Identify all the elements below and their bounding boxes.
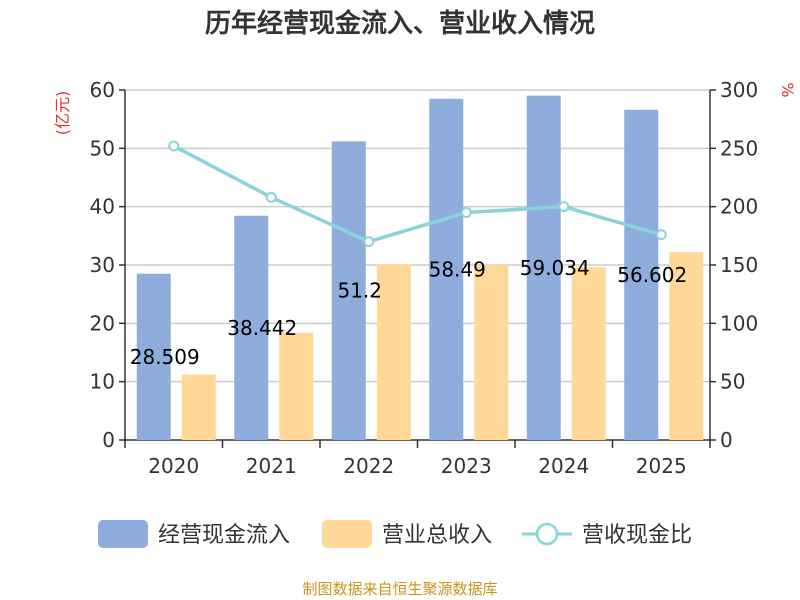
data-label: 38.442 — [227, 316, 297, 340]
legend-item-ratio[interactable]: 营收现金比 — [522, 522, 692, 548]
ratio-line-path — [172, 144, 662, 244]
x-tick-label: 2020 — [148, 454, 199, 478]
ratio-point — [265, 191, 277, 203]
x-tick-label: 2021 — [246, 454, 297, 478]
bar-cash-inflow — [624, 109, 659, 441]
ratio-point — [363, 236, 375, 248]
bar-cash-inflow — [526, 95, 561, 440]
right-tick-label: 0 — [720, 428, 733, 452]
right-tick-label: 100 — [720, 311, 758, 335]
legend-swatch — [322, 520, 372, 548]
left-tick-label: 60 — [90, 78, 115, 102]
data-label: 51.2 — [337, 279, 382, 303]
bar-revenue — [279, 332, 314, 440]
bar-revenue — [474, 265, 509, 440]
bar-revenue — [669, 252, 704, 440]
right-tick-label: 300 — [720, 78, 758, 102]
gridlines — [125, 89, 710, 383]
bar-revenue — [571, 267, 606, 440]
left-tick-label: 10 — [90, 370, 115, 394]
left-tick-label: 0 — [102, 428, 115, 452]
bar-cash-inflow — [136, 273, 171, 440]
bar-cash-inflow — [429, 98, 464, 440]
legend-marker — [535, 522, 559, 546]
ratio-point — [558, 201, 570, 213]
x-tick-label: 2024 — [538, 454, 589, 478]
legend[interactable]: 经营现金流入 营业总收入 营收现金比 — [98, 520, 692, 548]
data-label: 56.602 — [617, 263, 687, 287]
data-label: 59.034 — [520, 256, 590, 280]
left-tick-label: 20 — [90, 311, 115, 335]
x-tick-label: 2023 — [441, 454, 492, 478]
right-tick-label: 150 — [720, 253, 758, 277]
left-tick-label: 50 — [90, 136, 115, 160]
right-tick-label: 250 — [720, 136, 758, 160]
left-axis-unit: (亿元) — [53, 91, 72, 136]
right-tick-label: 50 — [720, 370, 745, 394]
left-tick-label: 40 — [90, 195, 115, 219]
bar-revenue — [181, 374, 216, 440]
axes: 0 10 20 30 40 50 60 0 50 100 150 200 250 300 2020 2021 2… — [90, 78, 759, 478]
legend-label: 营收现金比 — [582, 523, 692, 548]
ratio-point — [655, 229, 667, 241]
data-label: 58.49 — [429, 257, 486, 281]
right-axis-unit: % — [778, 82, 797, 97]
data-labels: 28.509 38.442 51.2 58.49 59.034 56.602 — [130, 256, 687, 369]
source-note: 制图数据来自恒生聚源数据库 — [302, 580, 497, 598]
left-tick-label: 30 — [90, 253, 115, 277]
legend-item-revenue[interactable]: 营业总收入 — [322, 520, 492, 548]
legend-item-cash-inflow[interactable]: 经营现金流入 — [98, 520, 290, 548]
data-label: 28.509 — [130, 345, 200, 369]
chart-title: 历年经营现金流入、营业收入情况 — [205, 8, 595, 39]
x-tick-label: 2025 — [636, 454, 687, 478]
ratio-line — [168, 140, 667, 248]
ratio-point — [168, 140, 180, 152]
legend-label: 经营现金流入 — [158, 523, 290, 548]
bars — [136, 95, 704, 441]
x-tick-label: 2022 — [343, 454, 394, 478]
legend-label: 营业总收入 — [382, 523, 492, 548]
bar-cash-inflow — [331, 141, 366, 441]
bar-revenue — [376, 264, 411, 440]
right-tick-label: 200 — [720, 195, 758, 219]
bar-cash-inflow — [234, 215, 269, 440]
ratio-point — [460, 207, 472, 218]
legend-swatch — [98, 520, 148, 548]
